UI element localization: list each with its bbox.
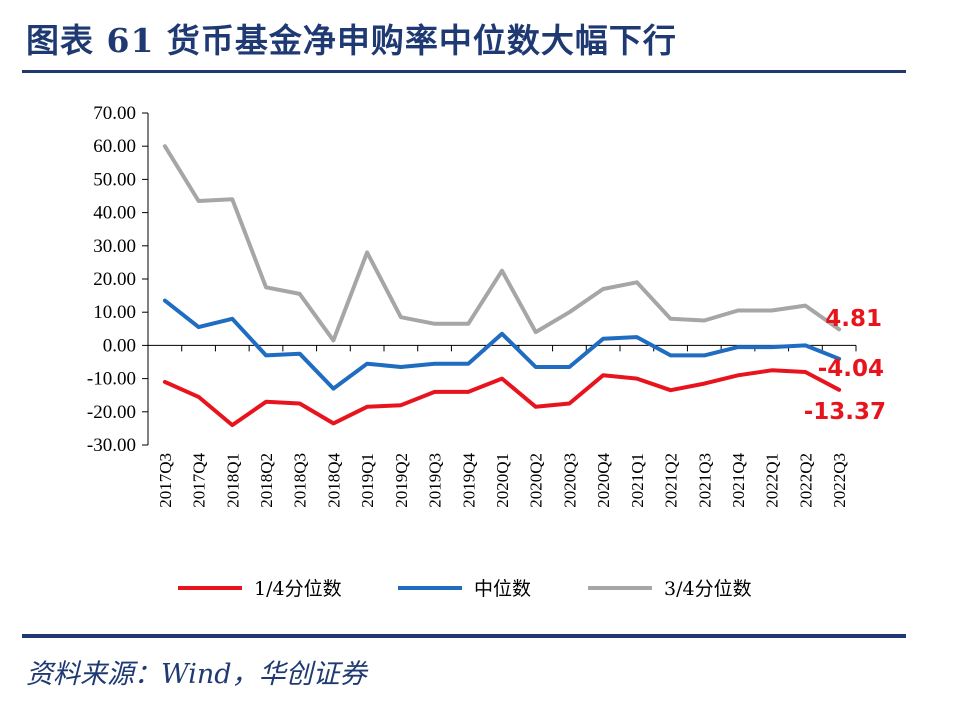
- source-note: 资料来源：Wind，华创证券: [26, 659, 367, 690]
- x-tick-label: 2018Q4: [324, 453, 343, 508]
- page-title: 图表 61 货币基金净申购率中位数大幅下行: [26, 21, 677, 60]
- x-tick-label: 2020Q2: [527, 453, 546, 508]
- x-tick-label: 2022Q1: [763, 453, 782, 508]
- data-annotations: 4.81 -4.04 -13.37: [804, 306, 886, 425]
- series-lines: [162, 144, 842, 428]
- y-tick-label: 30.00: [93, 236, 136, 257]
- x-tick-label: 2021Q3: [695, 453, 714, 508]
- y-tick-label: 50.00: [93, 169, 136, 190]
- y-tick-label: 60.00: [93, 136, 136, 157]
- x-tick-label: 2021Q1: [628, 453, 647, 508]
- median-series-line: [162, 298, 842, 391]
- x-tick-label: 2020Q3: [560, 453, 579, 508]
- footer-divider: [22, 634, 906, 638]
- y-tick-label: 70.00: [93, 103, 136, 124]
- q1-series-line: [162, 368, 842, 428]
- x-tick-label: 2018Q1: [223, 453, 242, 508]
- legend-label: 3/4分位数: [664, 578, 752, 600]
- x-tick-label: 2021Q4: [729, 453, 748, 508]
- x-tick-label: 2022Q2: [796, 453, 815, 508]
- y-tick-label: -10.00: [87, 369, 136, 390]
- y-tick-label: 0.00: [103, 335, 136, 356]
- x-tick-label: 2017Q4: [190, 453, 209, 508]
- x-axis-ticks: 2017Q3 2017Q4 2018Q1 2018Q2 2018Q3 2018Q4 2019…: [156, 453, 849, 508]
- x-tick-label: 2019Q2: [392, 453, 411, 508]
- x-tick-label: 2018Q2: [257, 453, 276, 508]
- y-tick-label: 10.00: [93, 302, 136, 323]
- x-tick-label: 2017Q3: [156, 453, 175, 508]
- y-axis-ticks: 70.00 60.00 50.00 40.00 30.00 20.00 10.00 0.00 -…: [87, 103, 148, 456]
- title-divider: [22, 70, 906, 73]
- x-tick-label: 2020Q4: [594, 453, 613, 508]
- chart-legend: 1/4分位数 中位数 3/4分位数: [178, 578, 752, 600]
- x-tick-label: 2019Q4: [459, 453, 478, 508]
- legend-label: 1/4分位数: [254, 578, 342, 600]
- x-tick-label: 2019Q1: [358, 453, 377, 508]
- y-tick-label: 40.00: [93, 203, 136, 224]
- data-label-annotation: -13.37: [804, 399, 886, 425]
- y-tick-label: -30.00: [87, 435, 136, 456]
- x-tick-label: 2022Q3: [830, 453, 849, 508]
- data-label-annotation: 4.81: [825, 306, 882, 332]
- y-tick-label: 20.00: [93, 269, 136, 290]
- legend-label: 中位数: [474, 578, 531, 600]
- chart-axes: [147, 113, 857, 445]
- x-tick-label: 2018Q3: [291, 453, 310, 508]
- y-tick-label: -20.00: [87, 402, 136, 423]
- x-tick-label: 2019Q3: [426, 453, 445, 508]
- data-label-annotation: -4.04: [818, 356, 884, 382]
- legend-entry-q3: 3/4分位数: [588, 578, 752, 600]
- x-tick-label: 2020Q1: [493, 453, 512, 508]
- q3-series-line: [162, 144, 842, 343]
- legend-entry-q1: 1/4分位数: [178, 578, 342, 600]
- x-tick-label: 2021Q2: [662, 453, 681, 508]
- legend-entry-median: 中位数: [398, 578, 531, 600]
